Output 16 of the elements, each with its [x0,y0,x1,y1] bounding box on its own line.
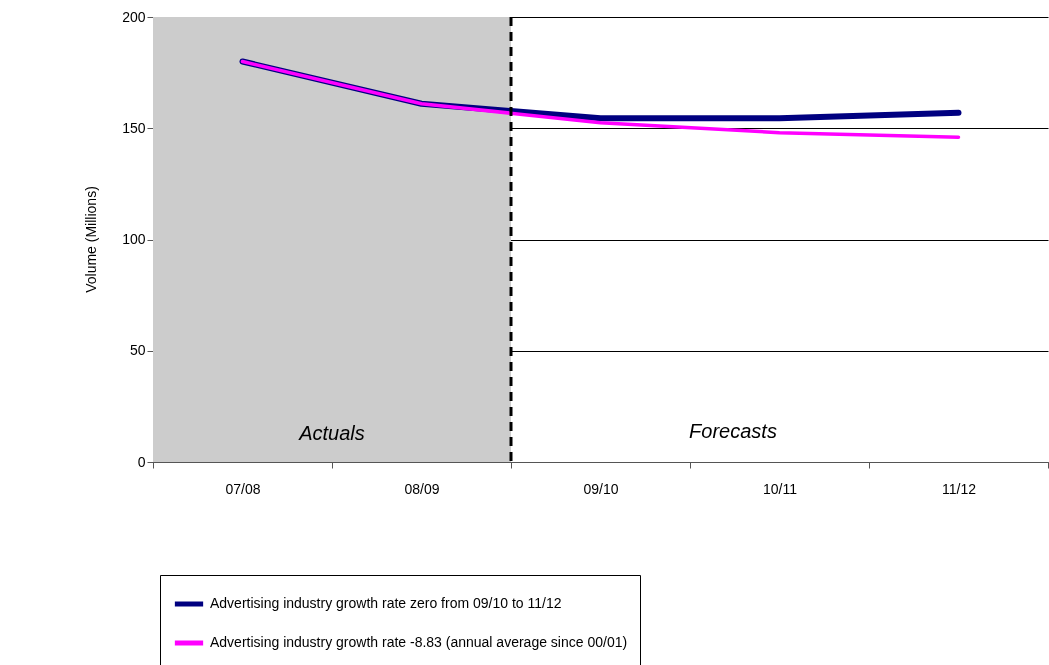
x-tick-label: 10/11 [763,480,798,497]
y-tick-label: 100 [122,231,146,247]
y-tick-label: 150 [122,119,146,136]
line-series [240,59,961,139]
x-tick-label: 07/08 [225,480,261,497]
annotation: Forecasts [689,420,777,442]
y-tick-label: 0 [137,453,146,470]
x-tick-label: 09/10 [583,480,619,497]
x-tick-label: 11/12 [942,480,977,497]
y-tick-label: 200 [122,8,146,25]
band-label: Actuals [298,422,365,444]
y-axis-title: Volume (Millions) [82,186,99,293]
legend-label: Advertising industry growth rate zero from 09/10 to 11/12 [210,595,562,611]
x-tick-label: 08/09 [404,480,440,497]
y-tick-label: 50 [129,342,146,359]
legend-label: Advertising industry growth rate -8.83 (annual average since 00/01) [210,634,628,650]
